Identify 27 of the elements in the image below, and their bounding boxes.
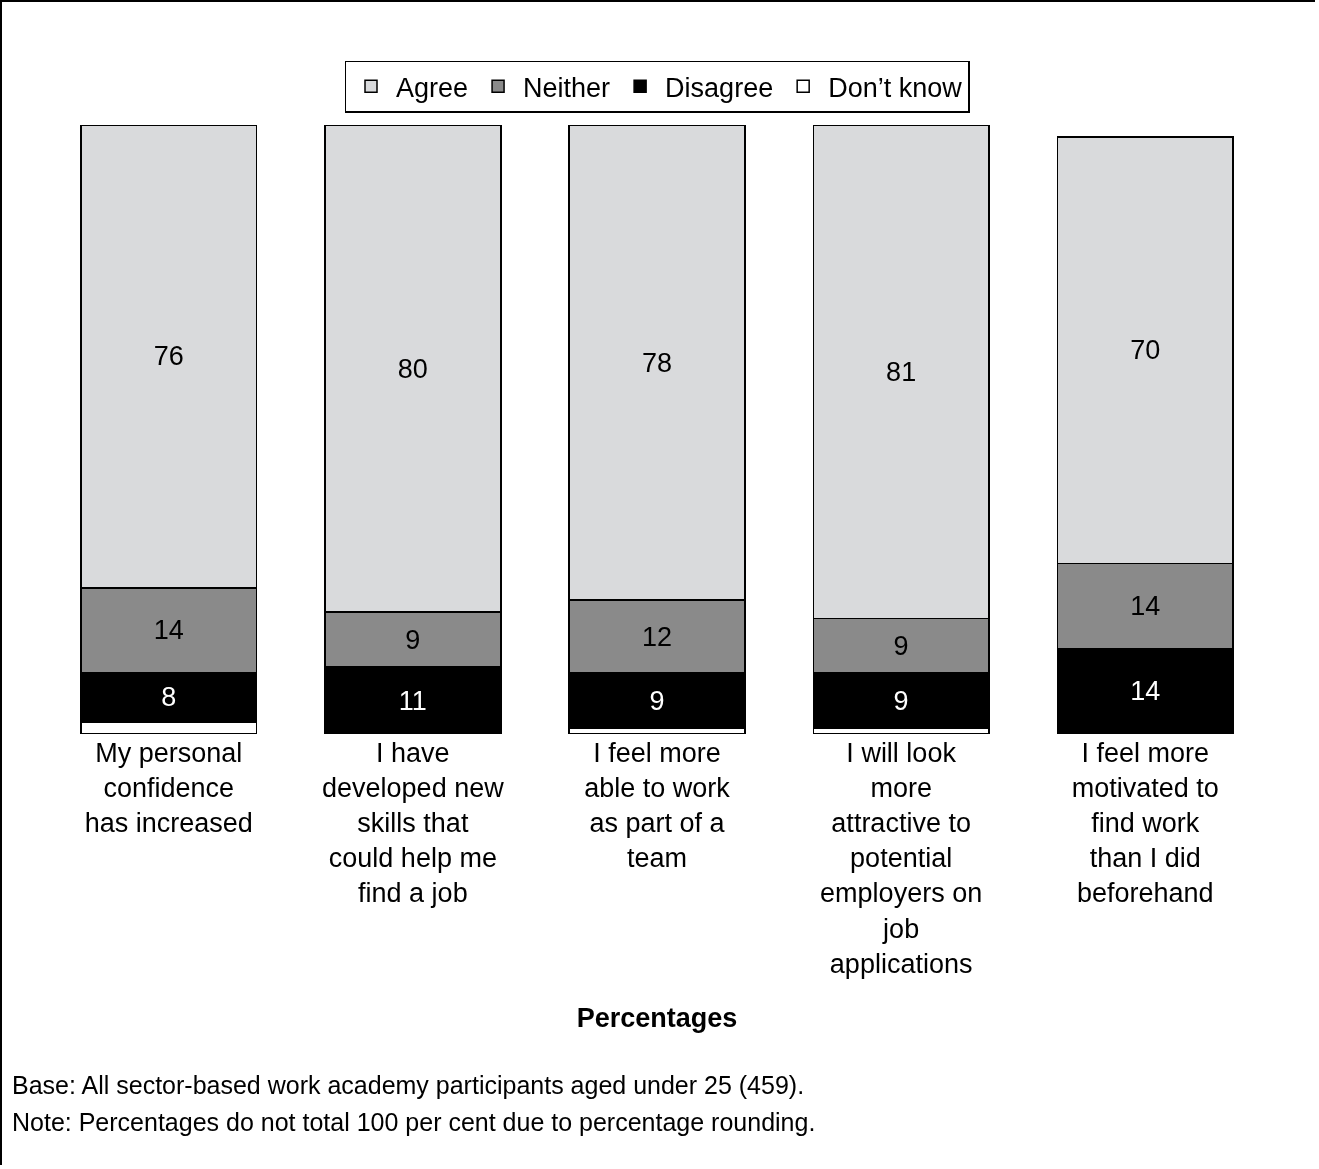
data-label: 11 xyxy=(398,685,427,716)
data-label: 8 xyxy=(161,682,177,713)
data-label: 14 xyxy=(1130,676,1161,707)
legend-label: Disagree xyxy=(665,72,774,103)
x-tick-label: I have developed new skills that could help me find a job xyxy=(322,738,505,909)
legend-label: Agree xyxy=(396,72,469,103)
x-tick-label: My personal confidence has increased xyxy=(84,738,253,839)
data-label: 76 xyxy=(153,341,184,372)
data-label: 70 xyxy=(1130,335,1161,366)
legend-label: Don’t know xyxy=(828,72,963,103)
data-label: 9 xyxy=(405,624,421,655)
x-tick-label: I feel more able to work as part of a team xyxy=(584,738,731,874)
x-axis-title: Percentages xyxy=(576,1003,738,1033)
data-label: 14 xyxy=(153,615,184,646)
data-label: 14 xyxy=(1130,591,1161,622)
data-label: 9 xyxy=(893,685,909,716)
data-label: 81 xyxy=(886,356,917,387)
x-tick-label: I will look more attractive to potential employers on job applications xyxy=(820,738,983,979)
x-tick-label: I feel more motivated to find work than I did beforehand xyxy=(1071,738,1219,909)
text: Base: All sector-based work academy participants aged under 25 (459). xyxy=(12,1071,805,1099)
data-label: 78 xyxy=(641,347,673,378)
data-label: 12 xyxy=(641,621,673,652)
data-label: 80 xyxy=(397,353,428,384)
legend-label: Neither xyxy=(523,72,611,103)
data-label: 9 xyxy=(893,630,909,661)
text: Note: Percentages do not total 100 per cent due to percentage rounding. xyxy=(12,1108,816,1136)
data-label: 9 xyxy=(649,685,665,716)
